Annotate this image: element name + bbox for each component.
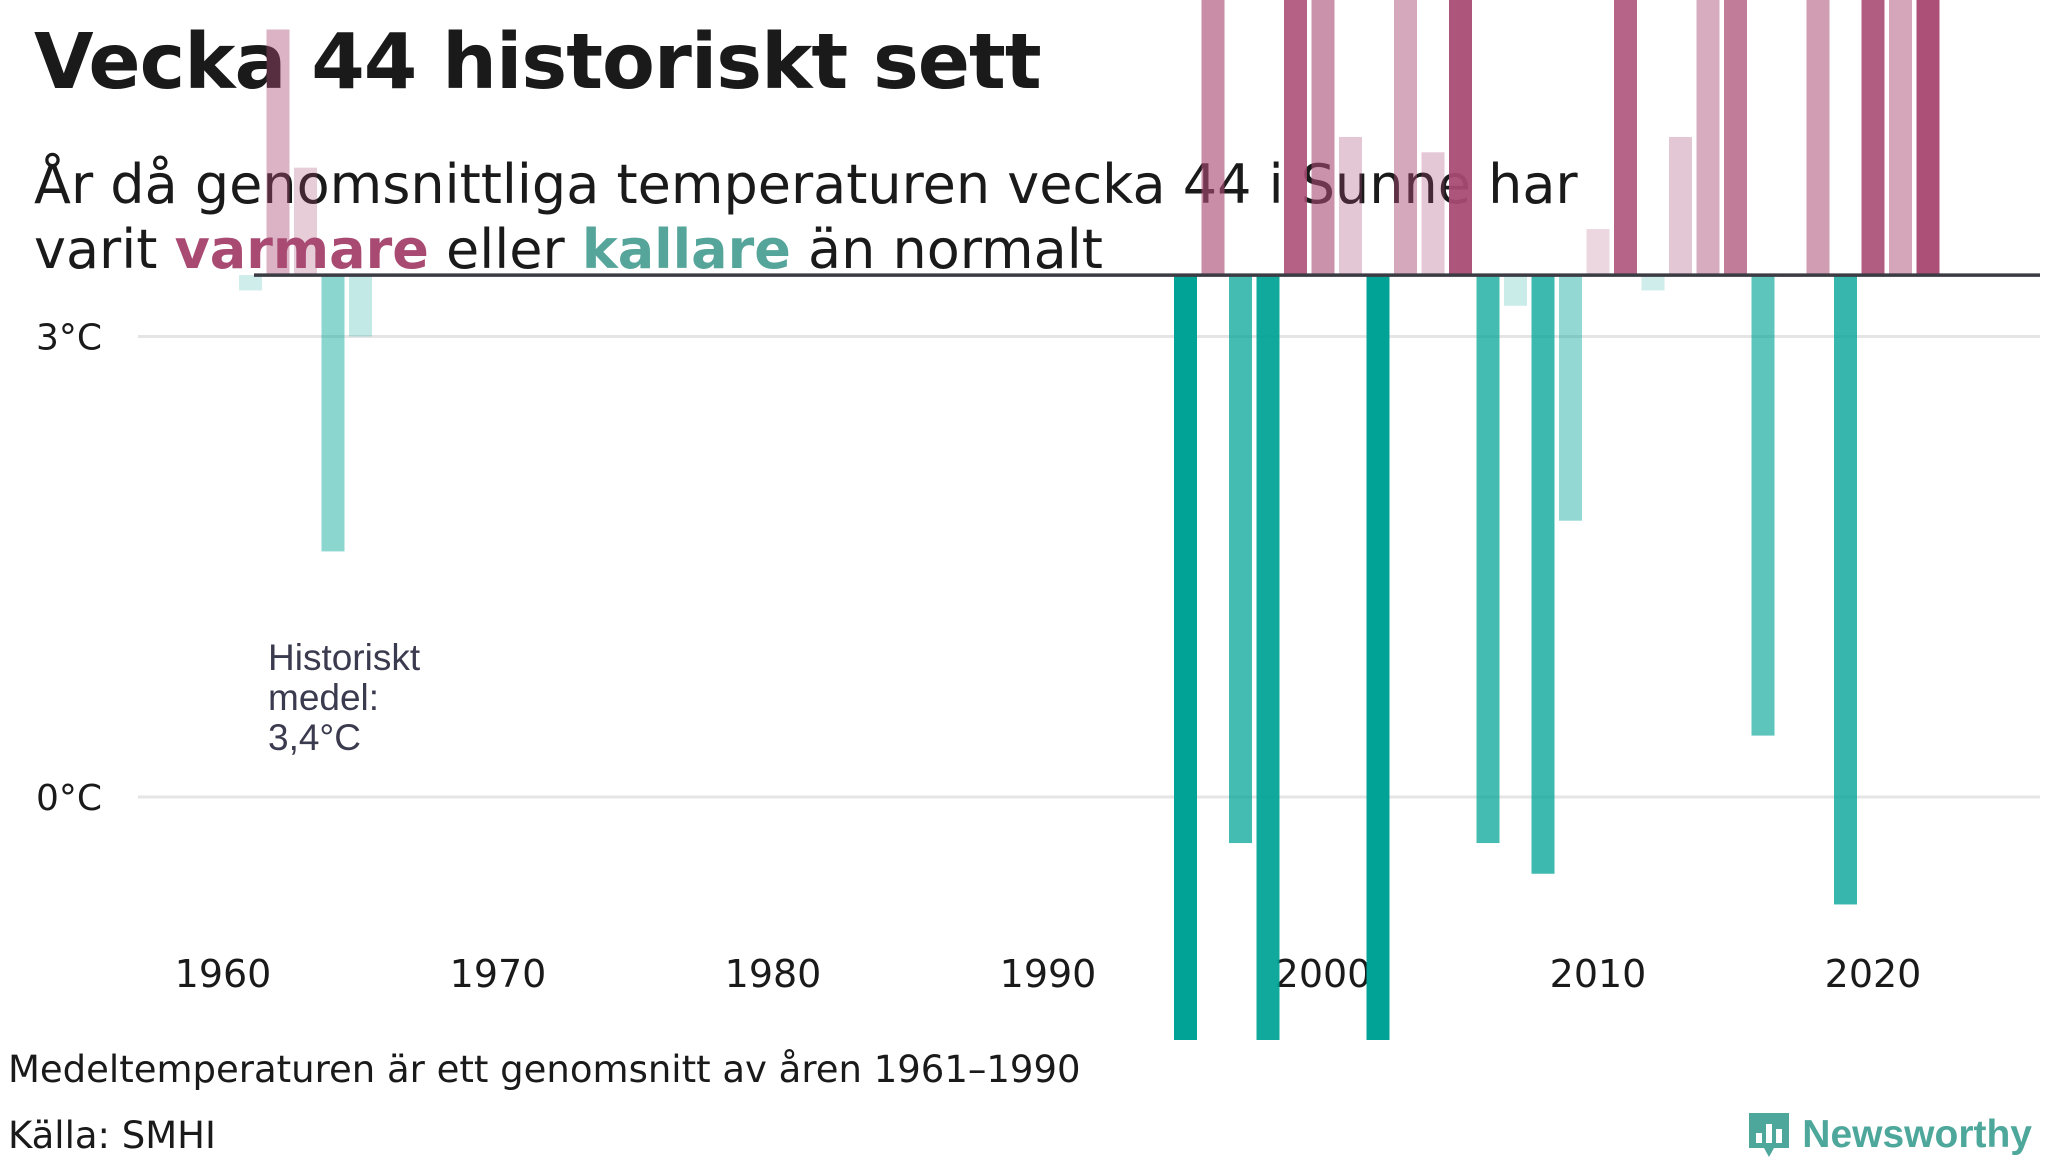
x-tick-label: 1970 [450,952,547,996]
bar-1996 [1201,0,1225,276]
chart-title: Vecka 44 historiskt sett [34,18,1042,107]
bar-2009 [1559,275,1582,521]
newsworthy-bar-chart-icon [1749,1113,1790,1157]
x-tick-label: 2020 [1825,952,1922,996]
bar-2007 [1504,275,1527,306]
y-tick-label: 0°C [36,778,102,819]
bar-2002 [1366,275,1390,1040]
bar-2005 [1449,0,1472,276]
reference-label: 3,4°C [268,717,361,758]
bar-2022 [1916,0,1940,276]
subtitle-warm-word: varmare [174,218,429,281]
bar-2021 [1889,0,1912,276]
bar-2020 [1861,0,1885,276]
bar-1999 [1284,0,1307,276]
newsworthy-logo: Newsworthy [1746,1110,2032,1160]
x-tick-label: 1960 [175,952,272,996]
subtitle-pre: varit [34,218,175,281]
bar-1965 [349,275,372,337]
reference-label: medel: [268,677,379,718]
temperature-bar-chart: 0°C3°C6°C9°C1960197019801990200020102020… [36,0,2040,1040]
bar-1962 [266,29,290,276]
subtitle-mid: eller [428,218,582,281]
bar-2010 [1586,229,1610,276]
bar-2006 [1476,275,1500,844]
reference-label: Historiskt [268,637,421,678]
bar-1995 [1174,275,1197,1040]
bar-2012 [1641,275,1665,291]
brand-name: Newsworthy [1802,1113,2032,1156]
bar-1963 [294,167,317,276]
x-tick-label: 2010 [1550,952,1647,996]
bar-1997 [1229,275,1252,844]
subtitle-post: än normalt [790,218,1103,281]
y-tick-label: 3°C [36,318,102,359]
x-tick-label: 2000 [1275,952,1372,996]
bar-2004 [1421,152,1445,276]
bar-2003 [1394,0,1417,276]
x-tick-label: 1990 [1000,952,1097,996]
bar-2014 [1696,0,1720,276]
bar-2013 [1669,136,1692,276]
bar-2001 [1339,136,1362,276]
bar-1998 [1256,275,1280,1040]
bar-2019 [1834,275,1857,905]
source-label: Källa: SMHI [8,1114,216,1157]
bar-2008 [1531,275,1555,874]
bar-2016 [1751,275,1775,736]
bar-2018 [1806,0,1830,276]
subtitle-cold-word: kallare [581,218,791,281]
footnote: Medeltemperaturen är ett genomsnitt av å… [8,1048,1081,1091]
bar-2000 [1311,0,1335,276]
bar-1961 [239,275,262,291]
bar-1964 [321,275,345,552]
bar-2015 [1724,0,1747,276]
bar-2011 [1614,0,1637,276]
x-tick-label: 1980 [725,952,822,996]
